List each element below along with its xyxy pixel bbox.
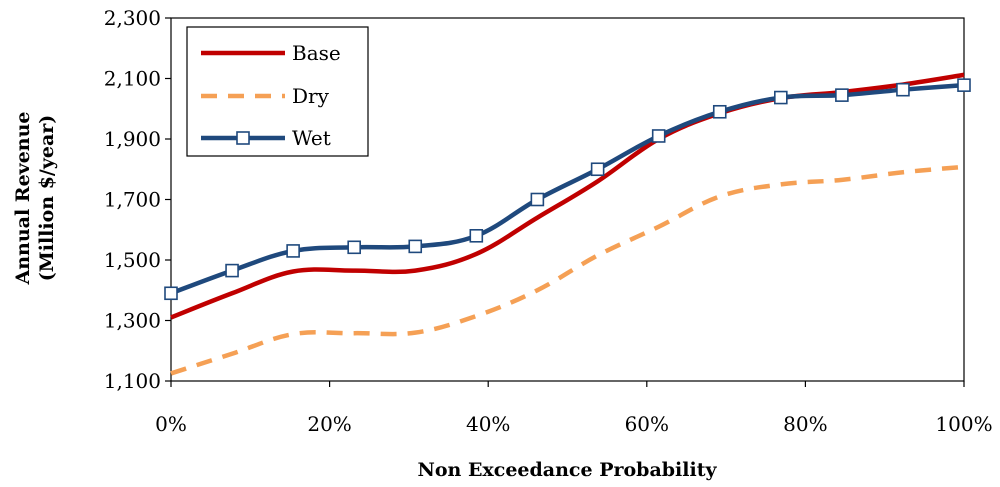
data-point-wet bbox=[469, 229, 484, 243]
y-tick-label: 1,300 bbox=[104, 309, 161, 333]
data-point-wet bbox=[957, 78, 971, 92]
x-axis-title: Non Exceedance Probability bbox=[417, 459, 717, 481]
data-point-wet bbox=[651, 129, 666, 143]
legend-label-dry: Dry bbox=[292, 84, 330, 108]
y-tick-label: 1,100 bbox=[104, 369, 161, 393]
y-tick-label: 2,300 bbox=[104, 6, 161, 30]
x-tick-labels: 0% 20% 40% 60% 80% 100% bbox=[155, 412, 992, 436]
y-axis-title-line2: (Million $/year) bbox=[36, 115, 58, 282]
y-tick-label: 1,500 bbox=[104, 248, 161, 272]
data-point-wet bbox=[835, 88, 849, 102]
data-point-wet bbox=[347, 240, 361, 255]
y-tick-labels: 1,100 1,300 1,500 1,700 1,900 2,100 2,300 bbox=[104, 6, 161, 393]
x-tick-label: 40% bbox=[466, 412, 510, 436]
y-tick-label: 1,900 bbox=[104, 127, 161, 151]
series-base bbox=[170, 72, 965, 320]
y-axis-title-line1: Annual Revenue bbox=[12, 111, 34, 285]
data-point-wet bbox=[896, 82, 910, 97]
x-tick-label: 60% bbox=[625, 412, 669, 436]
x-tick-label: 20% bbox=[307, 412, 351, 436]
data-point-wet bbox=[590, 162, 605, 177]
legend-entry-wet: Wet bbox=[201, 126, 331, 150]
data-point-wet bbox=[164, 286, 178, 301]
series-dry bbox=[170, 164, 965, 376]
x-tick-label: 80% bbox=[783, 412, 827, 436]
data-point-wet bbox=[712, 104, 727, 119]
legend-box bbox=[186, 26, 369, 157]
y-axis-title: Annual Revenue (Million $/year) bbox=[12, 111, 58, 285]
legend-label-base: Base bbox=[292, 41, 341, 65]
legend-label-wet: Wet bbox=[292, 126, 331, 150]
legend-entry-base: Base bbox=[201, 41, 341, 65]
data-point-wet bbox=[286, 244, 300, 258]
legend-marker-wet bbox=[236, 131, 250, 145]
data-point-wet bbox=[530, 192, 545, 207]
data-point-wet bbox=[408, 239, 423, 254]
plot-area-frame bbox=[170, 17, 965, 382]
series-wet bbox=[164, 78, 971, 301]
series-line-base bbox=[170, 72, 965, 320]
y-tick-label: 2,100 bbox=[104, 67, 161, 91]
y-tick-label: 1,700 bbox=[104, 188, 161, 212]
series-layer bbox=[164, 72, 971, 376]
legend: Base Dry Wet bbox=[186, 26, 369, 157]
x-tick-label: 0% bbox=[155, 412, 187, 436]
x-tick-label: 100% bbox=[935, 412, 992, 436]
series-line-dry bbox=[170, 164, 965, 376]
legend-entry-dry: Dry bbox=[201, 84, 330, 108]
axis-ticks bbox=[165, 17, 965, 387]
data-point-wet bbox=[225, 263, 239, 278]
data-point-wet bbox=[774, 90, 788, 105]
